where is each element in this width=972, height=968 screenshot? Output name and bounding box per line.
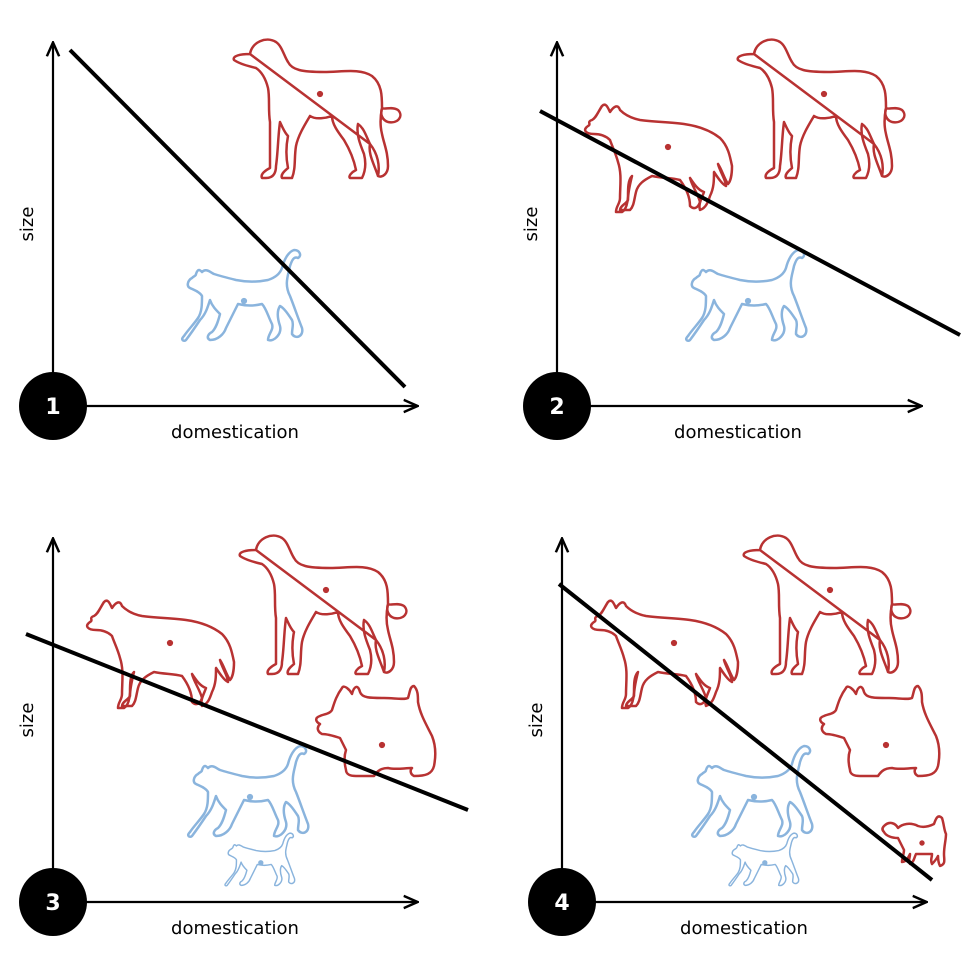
cat-icon [685, 248, 808, 343]
step-number: 1 [45, 395, 60, 420]
x-axis-label: domestication [674, 422, 802, 443]
x-axis-label: domestication [171, 422, 299, 443]
panel-3: domestication size 3 [17, 534, 469, 939]
step-number: 4 [554, 891, 569, 916]
decision-boundary [539, 109, 961, 337]
wolf-icon [589, 599, 740, 710]
y-axis-label: size [17, 207, 38, 242]
large-dog-icon [238, 534, 408, 676]
cat-icon [691, 744, 814, 839]
decision-boundary [557, 582, 934, 882]
step-badge [528, 868, 596, 936]
terrier-icon [314, 684, 437, 778]
step-badge [19, 868, 87, 936]
wolf-icon [85, 599, 236, 710]
step-number: 2 [549, 395, 564, 420]
y-axis-label: size [17, 703, 38, 738]
decision-boundary [68, 48, 407, 389]
step-badge [19, 372, 87, 440]
cat-icon [187, 744, 310, 839]
panel-1: domestication size 1 [17, 38, 416, 443]
kitten-icon [727, 831, 800, 887]
x-axis-label: domestication [171, 918, 299, 939]
y-axis-label: size [526, 703, 547, 738]
large-dog-icon [742, 534, 912, 676]
decision-boundary [25, 632, 469, 812]
terrier-icon [818, 684, 941, 778]
step-number: 3 [45, 891, 60, 916]
panel-4: domestication size 4 [526, 534, 948, 939]
kitten-icon [223, 831, 296, 887]
small-dog-icon [881, 815, 948, 868]
large-dog-icon [232, 38, 402, 180]
x-axis-label: domestication [680, 918, 808, 939]
panel-2: domestication size 2 [521, 38, 961, 443]
y-axis-label: size [521, 207, 542, 242]
large-dog-icon [736, 38, 906, 180]
wolf-icon [583, 103, 734, 214]
step-badge [523, 372, 591, 440]
